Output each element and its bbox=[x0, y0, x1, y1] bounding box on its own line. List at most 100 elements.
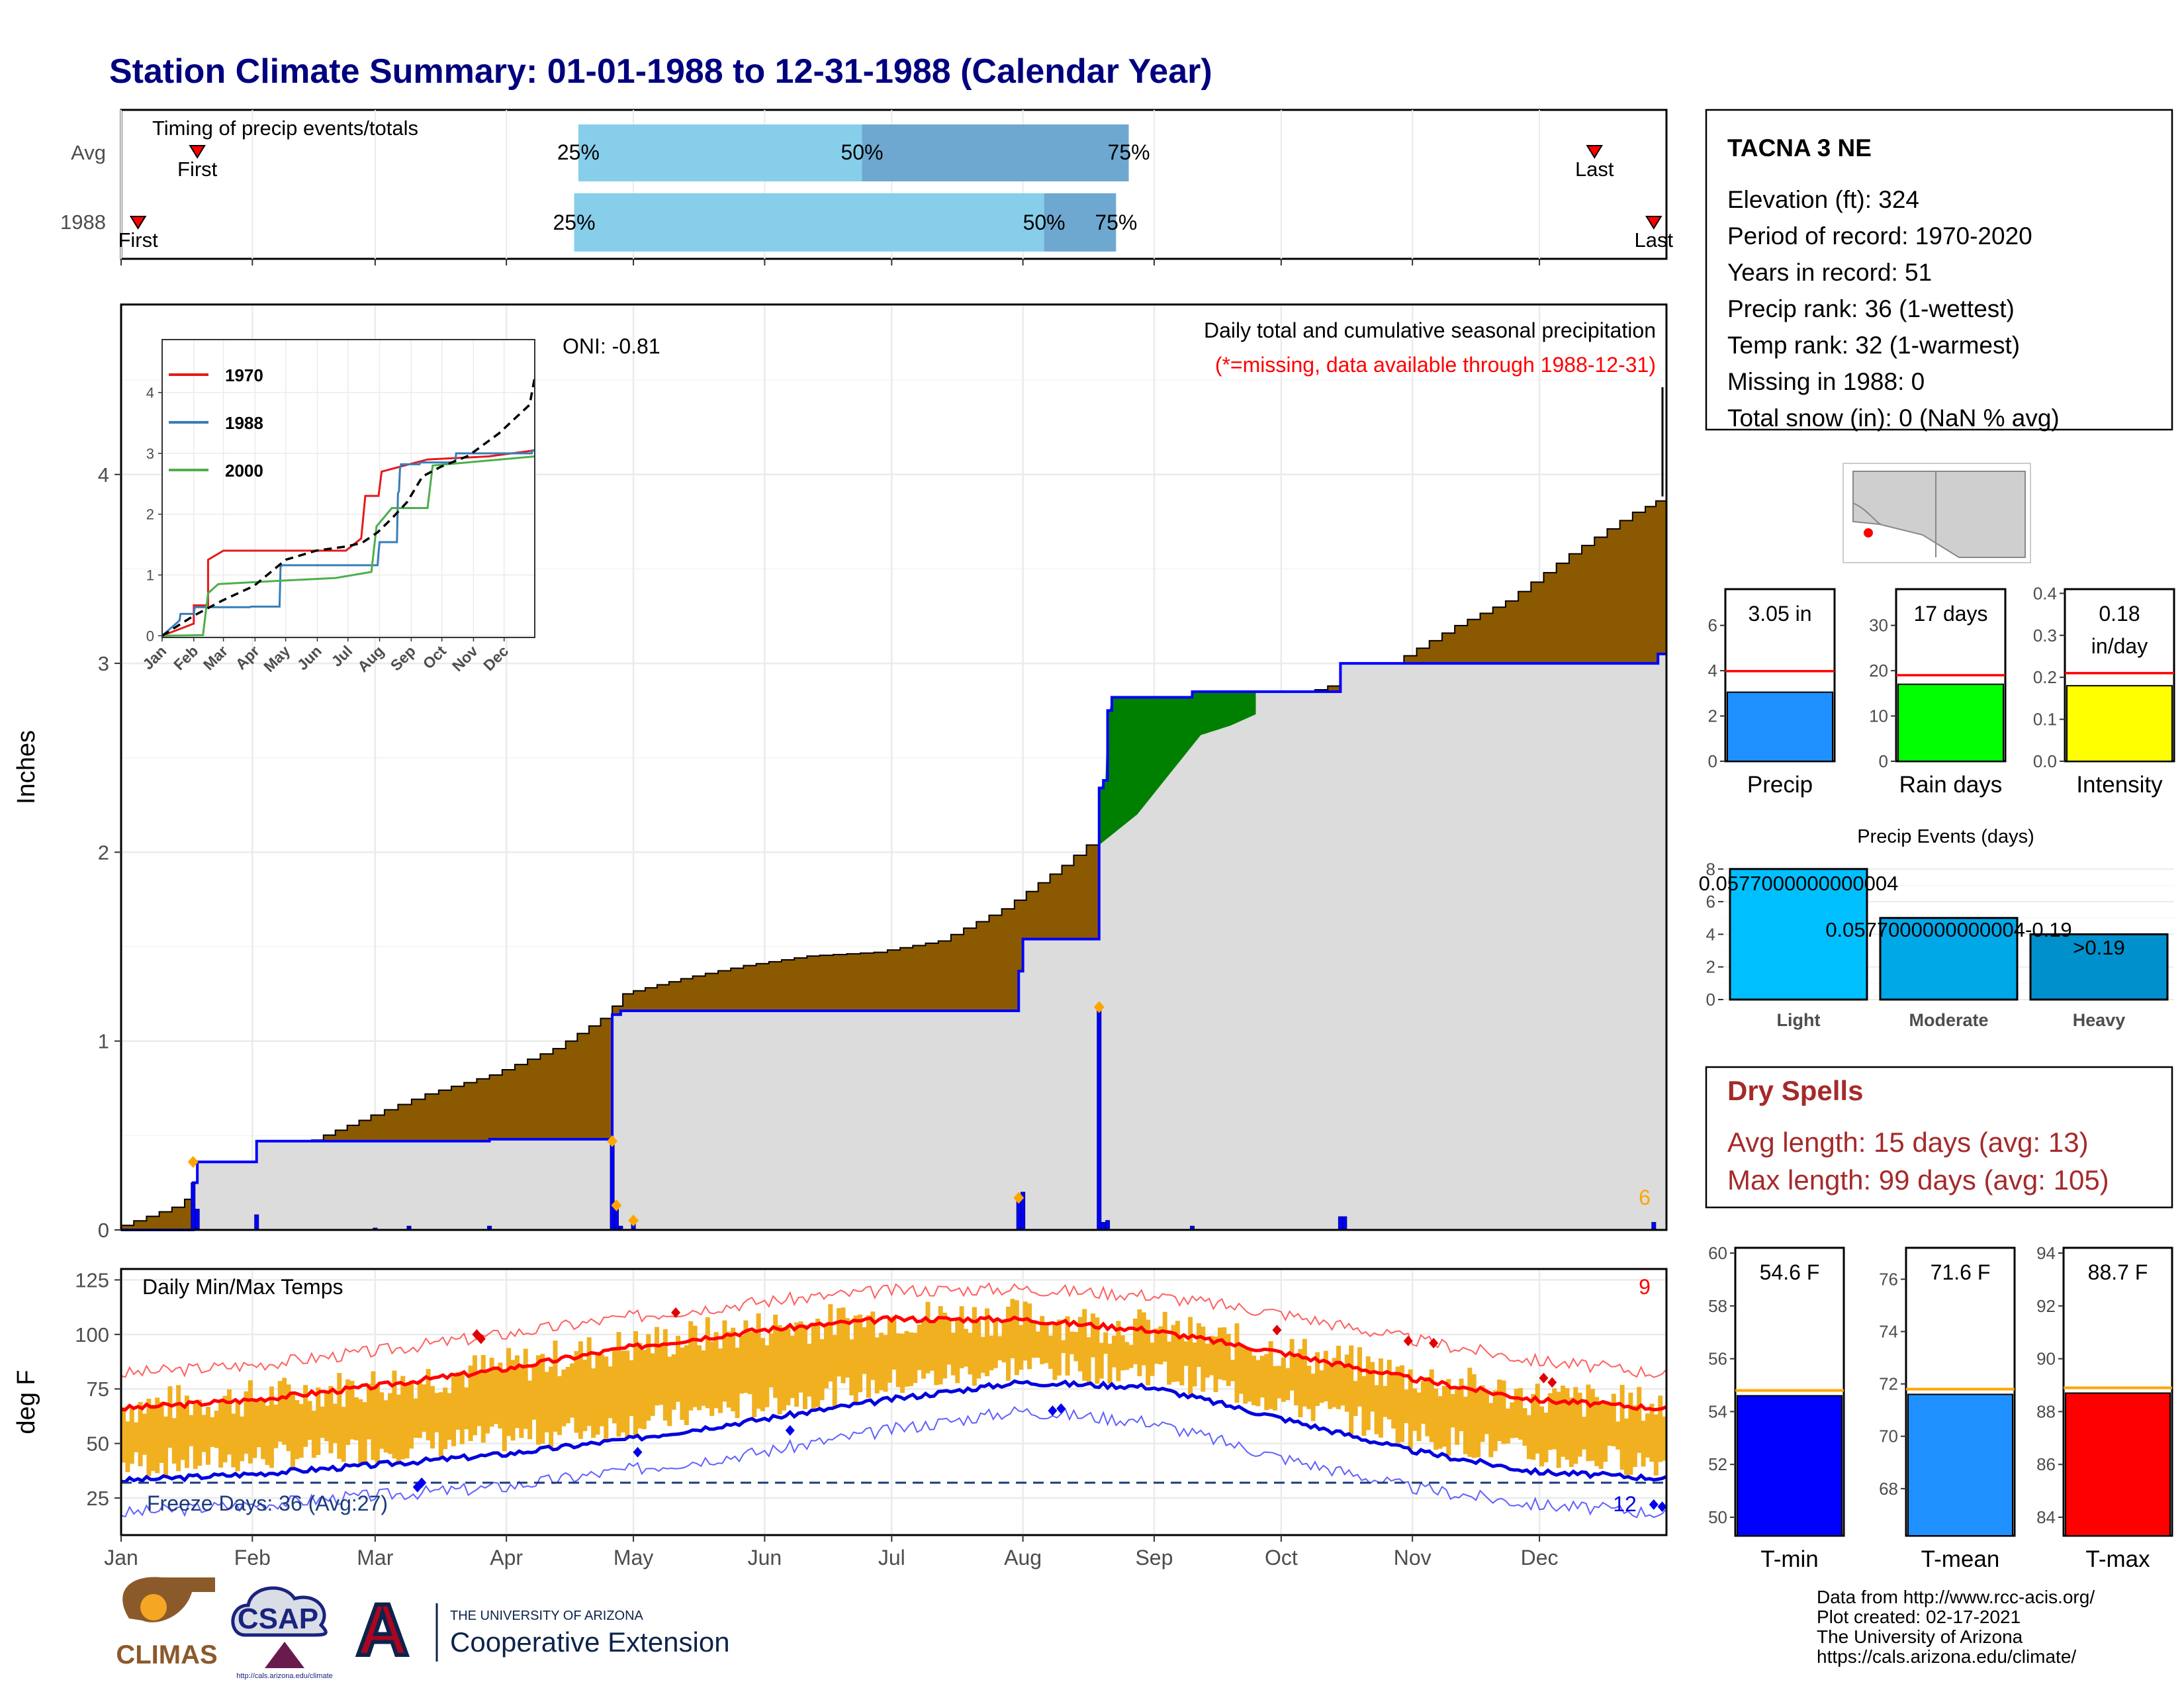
temp-day-bar bbox=[1179, 1338, 1184, 1385]
inset-chart: 01234Jan FebMar AprMay Jun JulAug Sep OctNovDe… bbox=[139, 340, 535, 675]
mini-chart-mini_precip: 0246 3.05 inPrecip bbox=[1708, 589, 1835, 798]
temp-day-bar bbox=[1255, 1360, 1260, 1407]
temp-day-bar bbox=[1467, 1368, 1472, 1457]
temp-day-bar bbox=[172, 1418, 177, 1464]
mini-chart-bar bbox=[2066, 1393, 2170, 1536]
temp-day-bar bbox=[130, 1408, 134, 1464]
temp-day-bar bbox=[934, 1319, 938, 1385]
temp-day-bar bbox=[1226, 1334, 1231, 1386]
temp-day-bar bbox=[604, 1356, 608, 1440]
temp-day-bar bbox=[1624, 1419, 1629, 1475]
temp-day-bar bbox=[1167, 1342, 1171, 1385]
temp-day-bar bbox=[1433, 1389, 1438, 1450]
temp-day-bar bbox=[1607, 1404, 1612, 1446]
temp-day-bar bbox=[1480, 1385, 1485, 1442]
month-tick-label: Oct bbox=[1265, 1546, 1298, 1570]
temp-day-bar bbox=[621, 1350, 625, 1432]
station-name: TACNA 3 NE bbox=[1727, 134, 1872, 162]
station-missing: Missing in 1988: 0 bbox=[1727, 368, 1925, 395]
daily-precip-bar bbox=[1343, 1217, 1347, 1230]
temp-day-bar bbox=[1087, 1337, 1091, 1383]
station-period: Period of record: 1970-2020 bbox=[1727, 222, 2032, 250]
mini-chart-y-tick-label: 20 bbox=[1869, 661, 1888, 680]
temp-day-bar bbox=[688, 1321, 693, 1411]
temp-day-bar bbox=[511, 1360, 516, 1440]
temp-day-bar bbox=[769, 1333, 774, 1387]
mini-chart-bar bbox=[1727, 692, 1833, 761]
temp-y-tick-label: 100 bbox=[75, 1323, 109, 1346]
temp-day-bar bbox=[197, 1399, 202, 1466]
temp-day-bar bbox=[1472, 1374, 1477, 1458]
temp-day-bar bbox=[502, 1370, 507, 1451]
temp-day-bar bbox=[1645, 1413, 1650, 1458]
climas-logo-swirl-icon bbox=[122, 1577, 215, 1622]
temp-day-bar bbox=[1285, 1368, 1290, 1400]
mini-chart-y-tick-label: 4 bbox=[1708, 661, 1717, 680]
temp-day-bar bbox=[891, 1316, 896, 1370]
temp-day-bar bbox=[1510, 1402, 1514, 1438]
temp-day-bar bbox=[1349, 1346, 1353, 1434]
temp-day-bar bbox=[858, 1315, 862, 1392]
temp-day-bar bbox=[354, 1397, 359, 1440]
mini-chart-y-tick-label: 0 bbox=[1879, 751, 1888, 771]
daily-precip-bar bbox=[610, 1141, 614, 1230]
temp-day-bar bbox=[1612, 1394, 1616, 1446]
temp-day-bar bbox=[612, 1350, 617, 1424]
precip-y-axis-label: Inches bbox=[13, 730, 40, 804]
temp-day-bar bbox=[227, 1389, 232, 1454]
precip-y-axis: 01234 bbox=[98, 463, 121, 1242]
temp-day-bar bbox=[913, 1333, 917, 1383]
temp-y-tick-label: 75 bbox=[87, 1378, 109, 1401]
mini-chart-bar bbox=[1898, 684, 2003, 761]
daily-precip-bar bbox=[1101, 1223, 1105, 1230]
station-info-box: TACNA 3 NE Elevation (ft): 324 Period of… bbox=[1706, 110, 2172, 432]
temp-day-bar bbox=[1015, 1300, 1019, 1375]
temp-day-bar bbox=[167, 1386, 172, 1448]
temp-day-bar bbox=[1290, 1339, 1295, 1391]
hot-days-count: 9 bbox=[1639, 1275, 1651, 1299]
month-tick-label: Nov bbox=[1394, 1546, 1432, 1570]
temp-day-bar bbox=[714, 1332, 719, 1408]
temp-day-bar bbox=[756, 1313, 761, 1409]
timing-avg-75-label: 75% bbox=[1108, 140, 1150, 164]
temp-day-bar bbox=[252, 1400, 257, 1458]
temp-day-bar bbox=[1649, 1404, 1654, 1462]
temp-day-bar bbox=[1230, 1360, 1235, 1381]
temp-day-bar bbox=[1340, 1367, 1345, 1406]
temp-day-bar bbox=[705, 1317, 710, 1408]
temp-day-bar bbox=[388, 1393, 392, 1454]
mini-chart-bar bbox=[1737, 1395, 1842, 1536]
temp-day-bar bbox=[1446, 1379, 1451, 1456]
inset-legend-1970-label: 1970 bbox=[225, 365, 263, 385]
temp-day-bar bbox=[557, 1376, 562, 1435]
daily-precip-bar bbox=[1106, 1221, 1110, 1230]
temp-day-bar bbox=[1264, 1354, 1269, 1410]
page-title: Station Climate Summary: 01-01-1988 to 1… bbox=[109, 52, 1212, 91]
timing-avg-25-label: 25% bbox=[557, 140, 600, 164]
mini-chart-category-label: T-mean bbox=[1921, 1546, 2000, 1572]
temp-day-bar bbox=[1493, 1390, 1498, 1451]
temp-day-bar bbox=[1120, 1335, 1125, 1370]
temp-day-bar bbox=[418, 1380, 422, 1438]
temp-day-bar bbox=[1370, 1362, 1375, 1412]
inset-frame-bg bbox=[162, 340, 535, 637]
temp-day-bar bbox=[739, 1336, 744, 1393]
temp-day-bar bbox=[786, 1327, 790, 1405]
inset-y-tick-label: 1 bbox=[146, 567, 154, 584]
precip-y-tick-label: 3 bbox=[98, 652, 109, 675]
temp-day-bar bbox=[1455, 1389, 1459, 1444]
mini-chart-bar bbox=[1908, 1394, 2013, 1536]
mini-chart-mini_raindays: 0102030 17 daysRain days bbox=[1869, 589, 2005, 798]
temp-day-bar bbox=[257, 1400, 261, 1448]
temp-day-bar bbox=[1345, 1354, 1349, 1411]
temp-day-bar bbox=[718, 1348, 723, 1413]
temp-day-bar bbox=[582, 1360, 587, 1431]
precip-y-tick-label: 2 bbox=[98, 841, 109, 864]
temp-day-bar bbox=[1048, 1336, 1053, 1369]
events-category-label: Moderate bbox=[1909, 1010, 1988, 1030]
mini-chart-y-tick-label: 92 bbox=[2036, 1296, 2056, 1316]
dry-spells-max: Max length: 99 days (avg: 105) bbox=[1727, 1164, 2109, 1196]
csap-mountain-icon bbox=[265, 1642, 304, 1668]
daily-precip-bar bbox=[1097, 1007, 1101, 1230]
temp-day-bar bbox=[218, 1401, 223, 1468]
